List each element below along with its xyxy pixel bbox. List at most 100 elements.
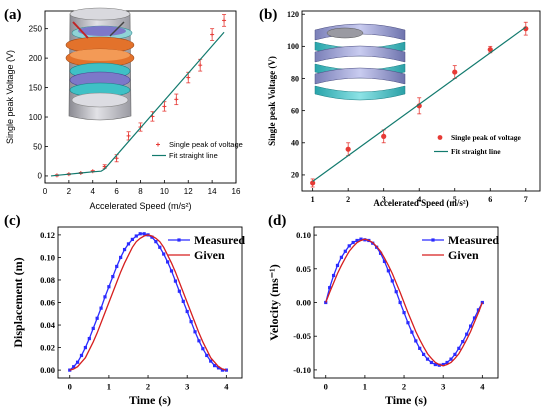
series-line [69,234,227,371]
y-tick-label: 0.05 [296,264,311,274]
x-tick-label: 4 [417,195,421,204]
data-point [382,259,387,263]
x-tick-label: 4 [91,187,96,196]
data-point [378,251,383,255]
data-point [103,295,107,299]
data-point [335,263,340,268]
plot-b: 1 2 3 4 5 6 7 20 40 60 80 100 120 Accelerated Speed (… [267,10,541,208]
y-tick-label: -0.10 [293,365,311,375]
x-axis-label: Accelerated Speed (m/s²) [373,198,468,208]
data-point [425,357,430,361]
data-point [433,362,437,367]
data-point [142,232,146,236]
legend-label: Given [194,248,225,262]
x-tick-label: 2 [346,195,350,204]
data-point [398,300,402,305]
legend: Single peak of voltage Fit straight line [434,133,521,156]
data-point [402,311,406,315]
legend-label: Measured [448,233,499,247]
data-point [87,336,91,341]
plot-d: 0 1 2 3 4 -0.10 -0.05 0.00 0.05 0.10 Time (s) Veloc… [267,226,499,407]
data-point [381,133,387,139]
data-point [212,364,217,368]
y-tick-label: 80 [291,74,299,83]
plot-frame [301,10,541,192]
x-tick-label: 2 [402,382,406,392]
data-point [115,264,119,269]
y-axis-label: Single peak Voltage (V) [5,50,15,144]
data-point [453,352,457,357]
legend-label: Measured [194,233,245,247]
data-point [177,289,181,293]
data-point [472,316,477,320]
series-line [325,238,483,367]
data-point [83,345,88,350]
legend-marker [437,135,443,140]
data-point [422,352,426,357]
data-point [169,269,174,273]
data-point [119,255,123,260]
data-point [351,240,355,245]
y-axis-label: Displacement (m) [11,257,25,347]
data-point [193,330,197,334]
data-point [441,362,445,367]
y-tick-label: 250 [29,24,43,33]
data-point [130,237,134,241]
data-point [328,286,332,290]
panel-a-label: (a) [4,7,22,23]
data-point [154,240,158,244]
y-tick-label: 0.02 [40,343,55,353]
y-tick-label: 60 [291,106,299,115]
panel-a: (a) 0 2 4 6 8 10 12 14 16 0 50 100 150 200 250 Accelera… [4,7,243,211]
y-tick-label: 0.12 [40,230,55,240]
x-tick-label: 3 [382,195,386,204]
plot-c: 0 1 2 3 4 0.00 0.02 0.04 0.06 0.08 0.10 0.12 Time (s… [11,226,245,407]
y-tick-label: 0.08 [40,275,55,285]
x-tick-label: 2 [146,382,150,392]
y-axis-label: Single peak Voltage (V) [267,56,277,146]
panel-b-label: (b) [259,7,277,23]
data-point [476,308,481,312]
x-tick-label: 8 [138,187,143,196]
data-point [347,244,351,248]
data-point [111,274,115,279]
data-point [150,235,154,239]
data-point [487,46,493,53]
data-point [406,321,410,325]
x-tick-label: 12 [184,187,193,196]
data-point [355,238,359,243]
data-point [449,357,453,361]
data-point [209,359,213,363]
device-a-illustration [65,7,135,121]
x-tick-label: 7 [524,195,528,204]
data-point [158,245,162,249]
data-point [429,360,434,365]
legend-label: Fit straight line [451,147,501,156]
x-tick-label: 6 [488,195,492,204]
data-point [79,353,84,358]
data-point [359,237,363,241]
data-point [126,242,131,246]
legend-marker [431,238,435,242]
legend: Single peak of voltage Fit straight line [152,140,243,160]
y-tick-label: -0.05 [293,331,311,341]
y-tick-label: 0.04 [40,320,56,330]
y-tick-label: 0.00 [296,297,311,307]
y-tick-label: 200 [29,54,43,63]
panel-c: (c) 0 1 2 3 4 0.00 0.02 0.04 0.06 0.08 0.10 0.12 Tim… [4,213,245,407]
x-tick-label: 3 [441,382,445,392]
data-point [197,339,201,343]
x-tick-label: 0 [68,382,72,392]
data-point [122,247,127,252]
data-point [138,232,142,236]
data-point [189,320,193,324]
y-tick-label: 0.00 [40,365,55,375]
series-line [325,238,483,367]
x-tick-label: 4 [224,382,229,392]
x-tick-label: 10 [160,187,169,196]
data-point [134,234,138,238]
data-point [75,360,80,364]
data-point [418,346,422,350]
